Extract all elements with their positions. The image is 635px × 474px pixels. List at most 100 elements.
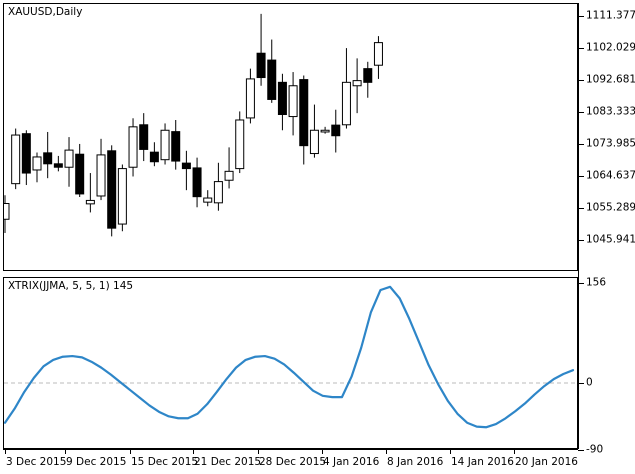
candle-body — [85, 199, 95, 205]
candle-body — [267, 59, 277, 100]
candlestick — [299, 75, 309, 165]
candlestick — [64, 137, 74, 187]
price-axis-label: 1102.029 — [586, 41, 635, 54]
candle-body — [43, 152, 53, 165]
candlestick — [75, 143, 85, 198]
candlestick — [32, 152, 42, 183]
time-axis-tick — [322, 449, 323, 454]
time-axis-label: 15 Dec 2015 — [131, 456, 199, 468]
xtrix-line-plot — [4, 285, 577, 429]
time-axis-label: 9 Dec 2015 — [66, 456, 127, 468]
candlestick — [277, 73, 287, 131]
price-axis-label: 1073.985 — [586, 137, 635, 150]
price-axis-label: 1092.681 — [586, 73, 635, 86]
candlestick — [4, 195, 10, 233]
candlestick — [181, 150, 191, 191]
candle-body — [4, 203, 10, 220]
candlestick-plot — [4, 13, 383, 237]
candlestick — [85, 173, 95, 213]
candle-body — [149, 151, 159, 163]
time-axis-label: 3 Dec 2015 — [6, 456, 67, 468]
time-axis-tick — [386, 449, 387, 454]
time-axis-rule — [3, 449, 578, 450]
candle-body — [256, 52, 266, 79]
indicator-pane[interactable]: XTRIX(JJMA, 5, 5, 1) 145 — [3, 277, 578, 449]
candlestick — [267, 39, 277, 103]
candle-body — [107, 150, 117, 229]
candle-body — [203, 197, 213, 203]
candle-body — [309, 129, 319, 155]
time-axis-tick — [5, 449, 6, 454]
candlestick — [213, 162, 223, 211]
indicator-axis-label: 0 — [586, 376, 593, 389]
price-axis-label: 1045.941 — [586, 233, 635, 246]
axis-tick — [578, 16, 584, 17]
candlestick — [352, 58, 362, 114]
candlestick — [256, 13, 266, 86]
candlestick — [373, 36, 383, 79]
candle-body — [32, 156, 42, 171]
candlestick — [117, 164, 127, 232]
candle-body — [11, 134, 21, 185]
candle-body — [160, 129, 170, 161]
candlestick — [107, 145, 117, 237]
candlestick — [203, 190, 213, 207]
candlestick — [363, 61, 373, 98]
indicator-label: XTRIX(JJMA, 5, 5, 1) 145 — [8, 280, 134, 292]
candle-body — [64, 149, 74, 168]
candle-body — [373, 42, 383, 66]
candle-body — [331, 124, 341, 137]
candle-body — [299, 79, 309, 147]
axis-tick — [578, 208, 584, 209]
candlestick — [128, 118, 138, 177]
candle-body — [363, 68, 373, 83]
candle-body — [139, 124, 149, 150]
time-axis-label: 8 Jan 2016 — [387, 456, 444, 468]
price-axis-label: 1055.289 — [586, 201, 635, 214]
candle-body — [181, 162, 191, 170]
candlestick — [245, 68, 255, 124]
candlestick — [288, 72, 298, 136]
candle-body — [341, 81, 351, 126]
candlestick — [192, 157, 202, 208]
candlestick — [139, 113, 149, 162]
time-axis-label: 20 Jan 2016 — [515, 456, 578, 468]
time-axis-tick — [258, 449, 259, 454]
time-axis-tick — [130, 449, 131, 454]
axis-tick — [578, 450, 584, 451]
candlestick — [21, 130, 31, 186]
candle-body — [117, 168, 127, 225]
candle-body — [224, 170, 234, 181]
right-axis-rule — [578, 3, 579, 449]
time-axis-tick — [514, 449, 515, 454]
axis-tick — [578, 144, 584, 145]
candlestick — [320, 126, 330, 134]
price-chart-pane[interactable]: XAUUSD,Daily — [3, 3, 578, 271]
axis-tick — [578, 80, 584, 81]
candlestick — [160, 123, 170, 165]
time-axis-tick — [65, 449, 66, 454]
right-price-scale[interactable]: 1111.377 1102.029 1092.681 1083.333 1073.985… — [578, 0, 635, 474]
candle-body — [320, 129, 330, 133]
symbol-period-label: XAUUSD,Daily — [8, 6, 83, 18]
indicator-axis-label: -90 — [586, 443, 604, 456]
price-axis-label: 1064.637 — [586, 169, 635, 182]
axis-tick — [578, 48, 584, 49]
candle-body — [128, 126, 138, 168]
candle-body — [235, 119, 245, 170]
axis-tick — [578, 112, 584, 113]
candlestick — [96, 138, 106, 201]
price-axis-label: 1083.333 — [586, 105, 635, 118]
candlestick — [341, 48, 351, 129]
candle-body — [352, 80, 362, 87]
indicator-axis-label: 156 — [586, 276, 607, 289]
price-axis-label: 1111.377 — [586, 9, 635, 22]
time-axis-label: 28 Dec 2015 — [259, 456, 327, 468]
time-axis-tick — [193, 449, 194, 454]
candlestick — [235, 111, 245, 174]
candle-body — [53, 163, 63, 168]
candlestick — [331, 109, 341, 153]
axis-tick — [578, 283, 584, 284]
xtrix-line — [4, 285, 575, 429]
